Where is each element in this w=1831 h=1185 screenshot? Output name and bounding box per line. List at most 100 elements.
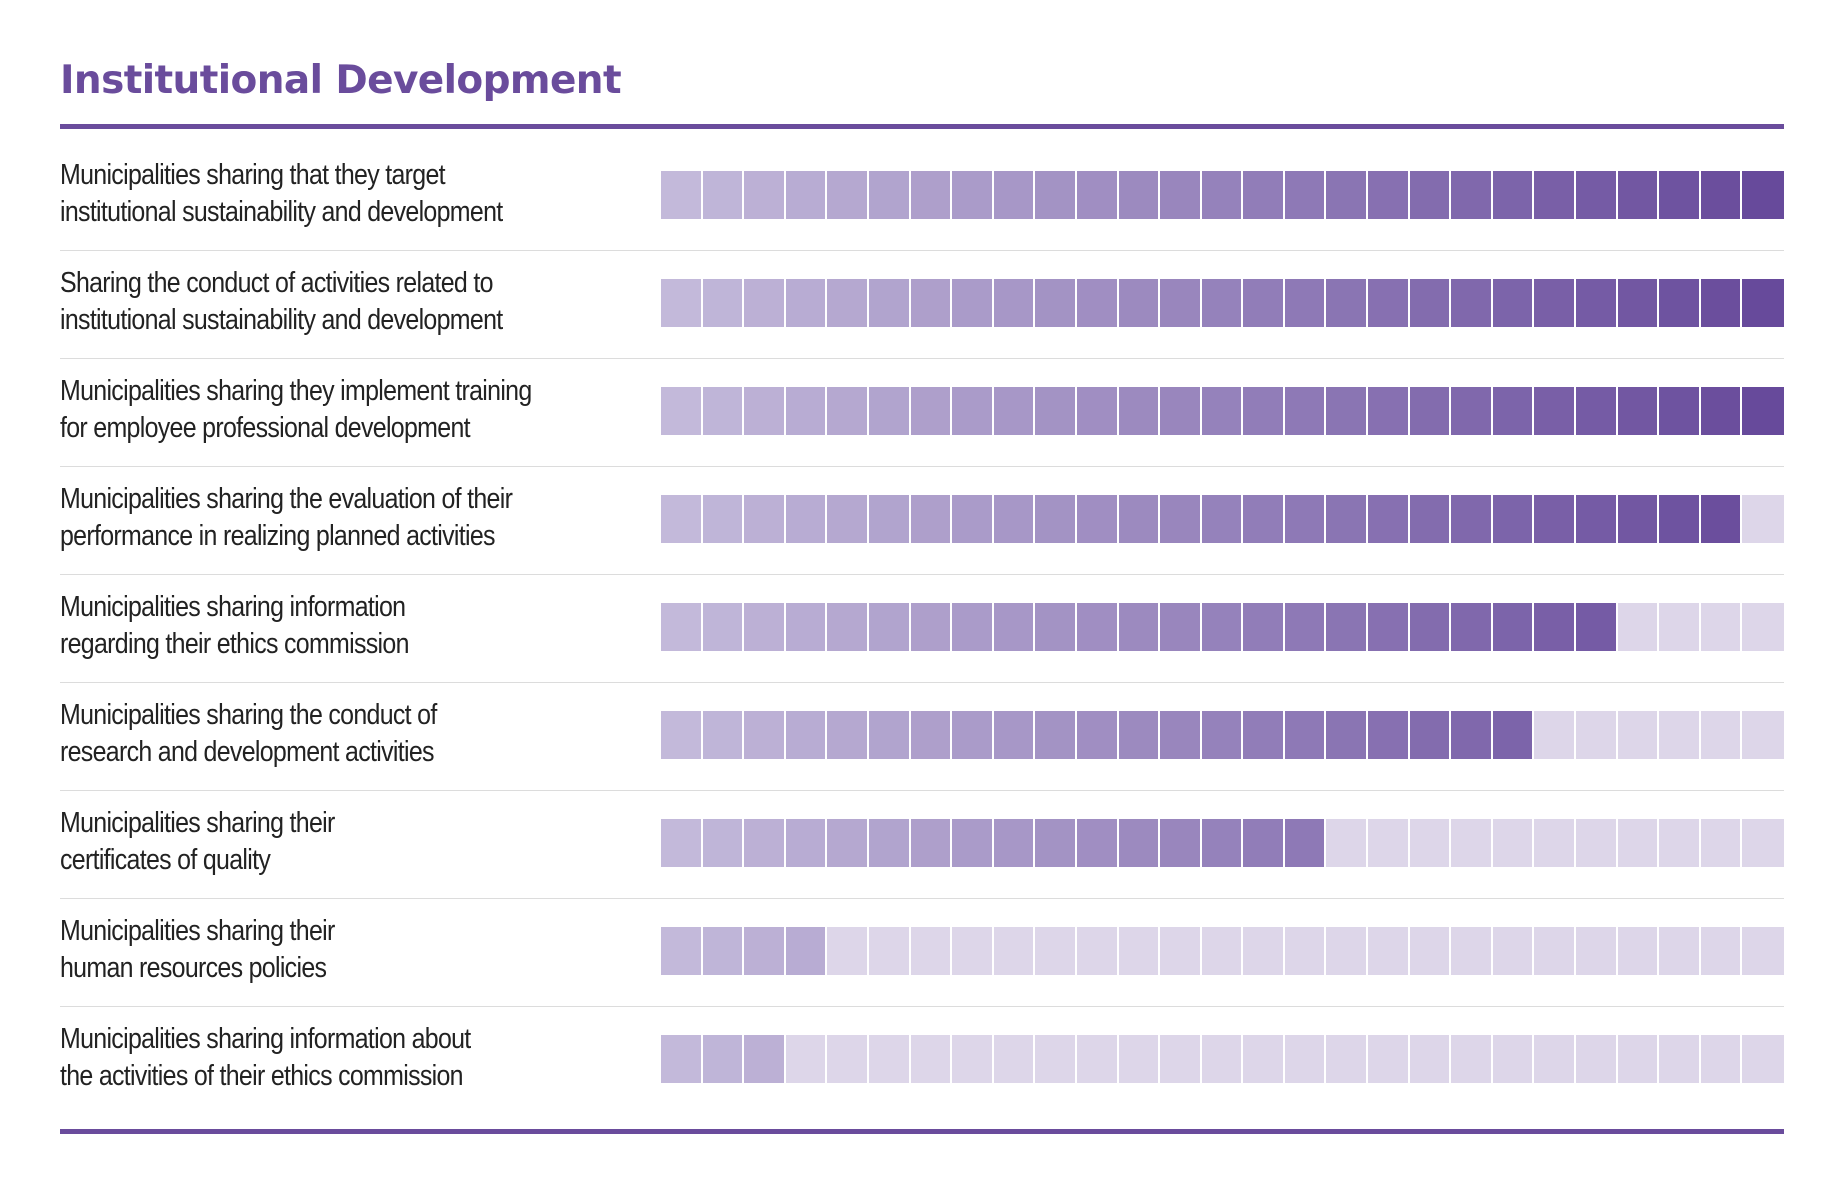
bar-cell-filled (1035, 279, 1077, 327)
bar-cell-filled (827, 495, 869, 543)
bar-cell-empty (1700, 819, 1743, 867)
bar-cell-filled (1368, 603, 1410, 651)
bar-cell-filled (1076, 171, 1119, 219)
bar-cell-empty (1201, 1035, 1244, 1083)
row-label-line-2: the activities of their ethics commissio… (60, 1060, 464, 1092)
row-label-line-2: research and development activities (60, 736, 434, 768)
bar-cell-filled (1409, 495, 1452, 543)
bar-cell-filled (1700, 387, 1743, 435)
bar-cells (661, 495, 1784, 543)
bar-cell-empty (1451, 1035, 1493, 1083)
bar-row: Municipalities sharing the evaluation of… (60, 467, 1784, 575)
row-divider (60, 898, 1784, 899)
bar-cell-filled (1451, 387, 1493, 435)
bar-cell-filled (1368, 711, 1410, 759)
bar-cell-filled (661, 279, 703, 327)
bar-cells (661, 927, 1784, 975)
bar-row: Sharing the conduct of activities relate… (60, 251, 1784, 359)
bar-cell-filled (1409, 171, 1452, 219)
bar-cell-empty (1659, 1035, 1701, 1083)
bar-cell-empty (1742, 603, 1784, 651)
row-label-line-1: Municipalities sharing information about (60, 1023, 471, 1055)
bar-cell-empty (1617, 711, 1660, 759)
bar-cell-filled (993, 495, 1036, 543)
row-label: Municipalities sharing their certificates… (60, 805, 524, 879)
bar-cell-empty (1617, 603, 1660, 651)
bar-cell-filled (827, 819, 869, 867)
bar-cell-empty (868, 1035, 911, 1083)
row-label-line-2: regarding their ethics commission (60, 628, 409, 660)
bar-row: Municipalities sharing that they target i… (60, 143, 1784, 251)
bar-cell-empty (1742, 711, 1784, 759)
bar-cell-filled (827, 171, 869, 219)
bar-cell-filled (1368, 171, 1410, 219)
bar-cell-empty (1534, 819, 1577, 867)
bar-cell-filled (1534, 495, 1577, 543)
bar-cell-filled (1076, 387, 1119, 435)
bar-cell-filled (661, 603, 703, 651)
bar-cell-filled (1160, 711, 1202, 759)
bar-cell-filled (1659, 171, 1701, 219)
bar-cell-filled (952, 603, 994, 651)
bar-cell-empty (910, 927, 953, 975)
bar-cell-empty (1617, 1035, 1660, 1083)
bottom-rule (60, 1129, 1784, 1134)
bar-cell-empty (1659, 819, 1701, 867)
bar-cell-filled (993, 279, 1036, 327)
bar-cell-filled (952, 171, 994, 219)
bar-cells (661, 603, 1784, 651)
bar-cell-filled (1326, 711, 1369, 759)
bar-cell-filled (744, 495, 786, 543)
bar-cell-filled (1326, 387, 1369, 435)
bar-cell-filled (993, 387, 1036, 435)
bar-cell-filled (785, 495, 828, 543)
bar-cell-empty (1035, 1035, 1077, 1083)
bar-cell-empty (1742, 1035, 1784, 1083)
bar-cell-filled (952, 711, 994, 759)
row-divider (60, 574, 1784, 575)
bar-cell-filled (1576, 279, 1618, 327)
bar-cell-filled (993, 819, 1036, 867)
bar-cell-filled (1118, 387, 1161, 435)
bar-cell-filled (1368, 495, 1410, 543)
bar-cell-empty (1659, 711, 1701, 759)
bar-cell-filled (993, 603, 1036, 651)
bar-cell-empty (1700, 603, 1743, 651)
bar-cell-filled (661, 387, 703, 435)
row-divider (60, 466, 1784, 467)
bar-cell-filled (1451, 495, 1493, 543)
bar-cell-filled (1035, 171, 1077, 219)
bar-cell-empty (1368, 927, 1410, 975)
bar-cell-empty (1243, 1035, 1285, 1083)
bar-cell-empty (1076, 927, 1119, 975)
bar-cell-filled (1326, 495, 1369, 543)
bar-cell-filled (868, 819, 911, 867)
bar-cell-filled (1368, 387, 1410, 435)
bar-cell-filled (702, 387, 745, 435)
bar-cell-filled (910, 387, 953, 435)
bar-cell-filled (661, 495, 703, 543)
bar-cell-empty (827, 927, 869, 975)
bar-cell-filled (1243, 387, 1285, 435)
bar-cell-filled (1742, 171, 1784, 219)
bar-cell-filled (1076, 603, 1119, 651)
row-label-line-2: performance in realizing planned activit… (60, 520, 496, 552)
bar-cell-filled (1742, 387, 1784, 435)
bar-cell-filled (827, 279, 869, 327)
bar-cell-filled (1409, 711, 1452, 759)
bar-cells (661, 171, 1784, 219)
row-label-line-1: Municipalities sharing their (60, 915, 335, 947)
bar-cell-filled (702, 1035, 745, 1083)
bar-cell-filled (1326, 171, 1369, 219)
bar-cell-filled (827, 711, 869, 759)
chart: Institutional Development Municipalities… (60, 0, 1784, 1185)
bar-cell-filled (1076, 711, 1119, 759)
bar-cell-filled (1201, 819, 1244, 867)
bar-cell-empty (1576, 1035, 1618, 1083)
bar-cell-filled (1659, 387, 1701, 435)
bar-cell-filled (785, 171, 828, 219)
bar-cell-filled (1451, 171, 1493, 219)
bar-cell-empty (1160, 1035, 1202, 1083)
bar-cell-filled (1492, 171, 1535, 219)
bar-cell-filled (1659, 495, 1701, 543)
